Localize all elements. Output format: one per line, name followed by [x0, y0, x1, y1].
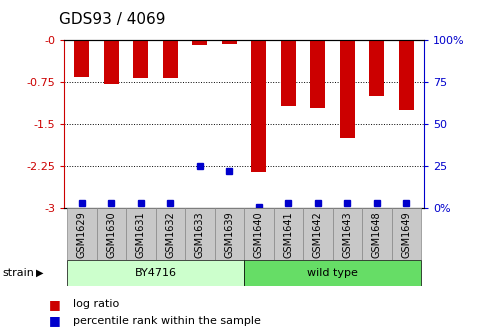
Bar [244, 208, 274, 260]
Bar [67, 208, 97, 260]
Bar [214, 208, 244, 260]
Bar [281, 40, 296, 107]
Text: GSM1649: GSM1649 [401, 211, 411, 258]
Bar [399, 40, 414, 110]
Bar [369, 40, 384, 96]
Text: GSM1641: GSM1641 [283, 211, 293, 258]
Text: GSM1629: GSM1629 [77, 211, 87, 258]
Bar [74, 40, 89, 77]
Text: ■: ■ [49, 298, 61, 310]
Text: ■: ■ [49, 314, 61, 327]
Bar [244, 260, 421, 286]
Bar [362, 208, 391, 260]
Text: GSM1639: GSM1639 [224, 211, 234, 258]
Text: GSM1632: GSM1632 [165, 211, 176, 258]
Text: GSM1640: GSM1640 [254, 211, 264, 258]
Text: GSM1631: GSM1631 [136, 211, 146, 258]
Text: log ratio: log ratio [73, 299, 119, 309]
Bar [192, 40, 207, 45]
Bar [97, 208, 126, 260]
Text: BY4716: BY4716 [135, 268, 176, 278]
Bar [163, 40, 177, 78]
Text: percentile rank within the sample: percentile rank within the sample [73, 316, 261, 326]
Bar [126, 208, 155, 260]
Text: GSM1630: GSM1630 [106, 211, 116, 258]
Bar [134, 40, 148, 78]
Text: wild type: wild type [307, 268, 358, 278]
Bar [104, 40, 119, 84]
Bar [311, 40, 325, 108]
Bar [185, 208, 214, 260]
Bar [222, 40, 237, 44]
Text: GDS93 / 4069: GDS93 / 4069 [59, 12, 166, 27]
Text: strain: strain [2, 268, 35, 278]
Text: GSM1648: GSM1648 [372, 211, 382, 258]
Bar [155, 208, 185, 260]
Bar [333, 208, 362, 260]
Bar [391, 208, 421, 260]
Bar [274, 208, 303, 260]
Text: GSM1643: GSM1643 [342, 211, 352, 258]
Bar [303, 208, 333, 260]
Text: ▶: ▶ [35, 268, 43, 278]
Bar [251, 40, 266, 172]
Text: GSM1633: GSM1633 [195, 211, 205, 258]
Text: GSM1642: GSM1642 [313, 211, 323, 258]
Bar [340, 40, 354, 138]
Bar [67, 260, 244, 286]
